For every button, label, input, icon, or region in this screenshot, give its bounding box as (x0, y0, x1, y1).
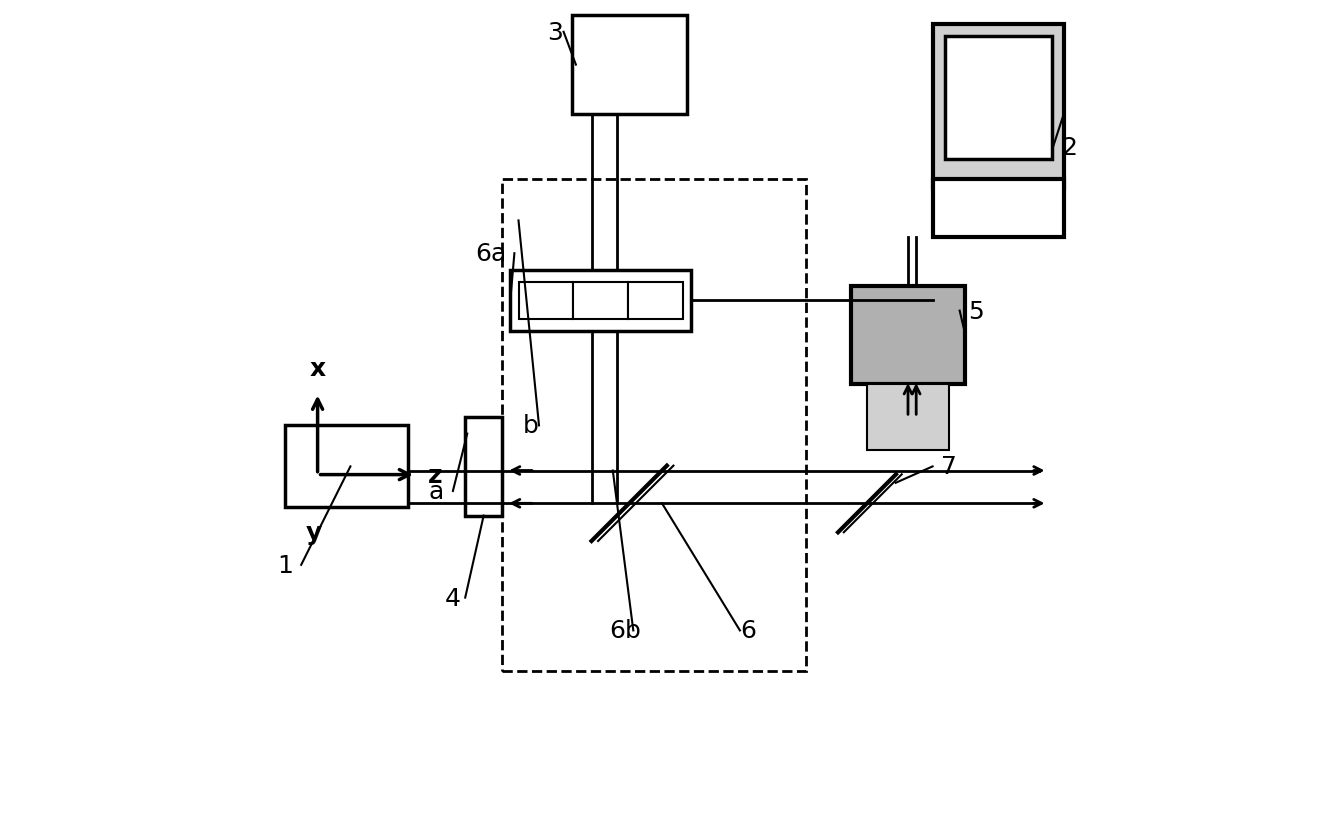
Bar (850, 287, 965, 385)
Text: z: z (428, 463, 444, 487)
Bar (932, 180, 1063, 238)
Circle shape (312, 470, 323, 480)
Bar (867, 385, 949, 450)
Bar (285, 426, 408, 508)
Text: a: a (429, 479, 444, 504)
Text: 6a: 6a (475, 242, 506, 266)
Bar (572, 16, 687, 115)
Bar (510, 270, 691, 332)
Bar (628, 283, 682, 319)
Text: x: x (310, 357, 326, 381)
Bar (502, 180, 805, 672)
Bar (519, 283, 573, 319)
Text: b: b (523, 414, 539, 438)
Text: 4: 4 (445, 586, 461, 610)
Text: 3: 3 (547, 20, 563, 45)
Bar (945, 37, 1051, 160)
Text: 5: 5 (968, 299, 984, 324)
Text: y: y (306, 520, 322, 544)
Text: 1: 1 (277, 553, 293, 577)
Text: 7: 7 (941, 455, 957, 479)
Text: 6b: 6b (609, 618, 641, 643)
Text: 2: 2 (1062, 135, 1078, 160)
Bar (465, 418, 502, 516)
Bar (573, 283, 628, 319)
Bar (932, 25, 1063, 188)
Bar (867, 385, 949, 450)
Text: 6: 6 (740, 618, 756, 643)
